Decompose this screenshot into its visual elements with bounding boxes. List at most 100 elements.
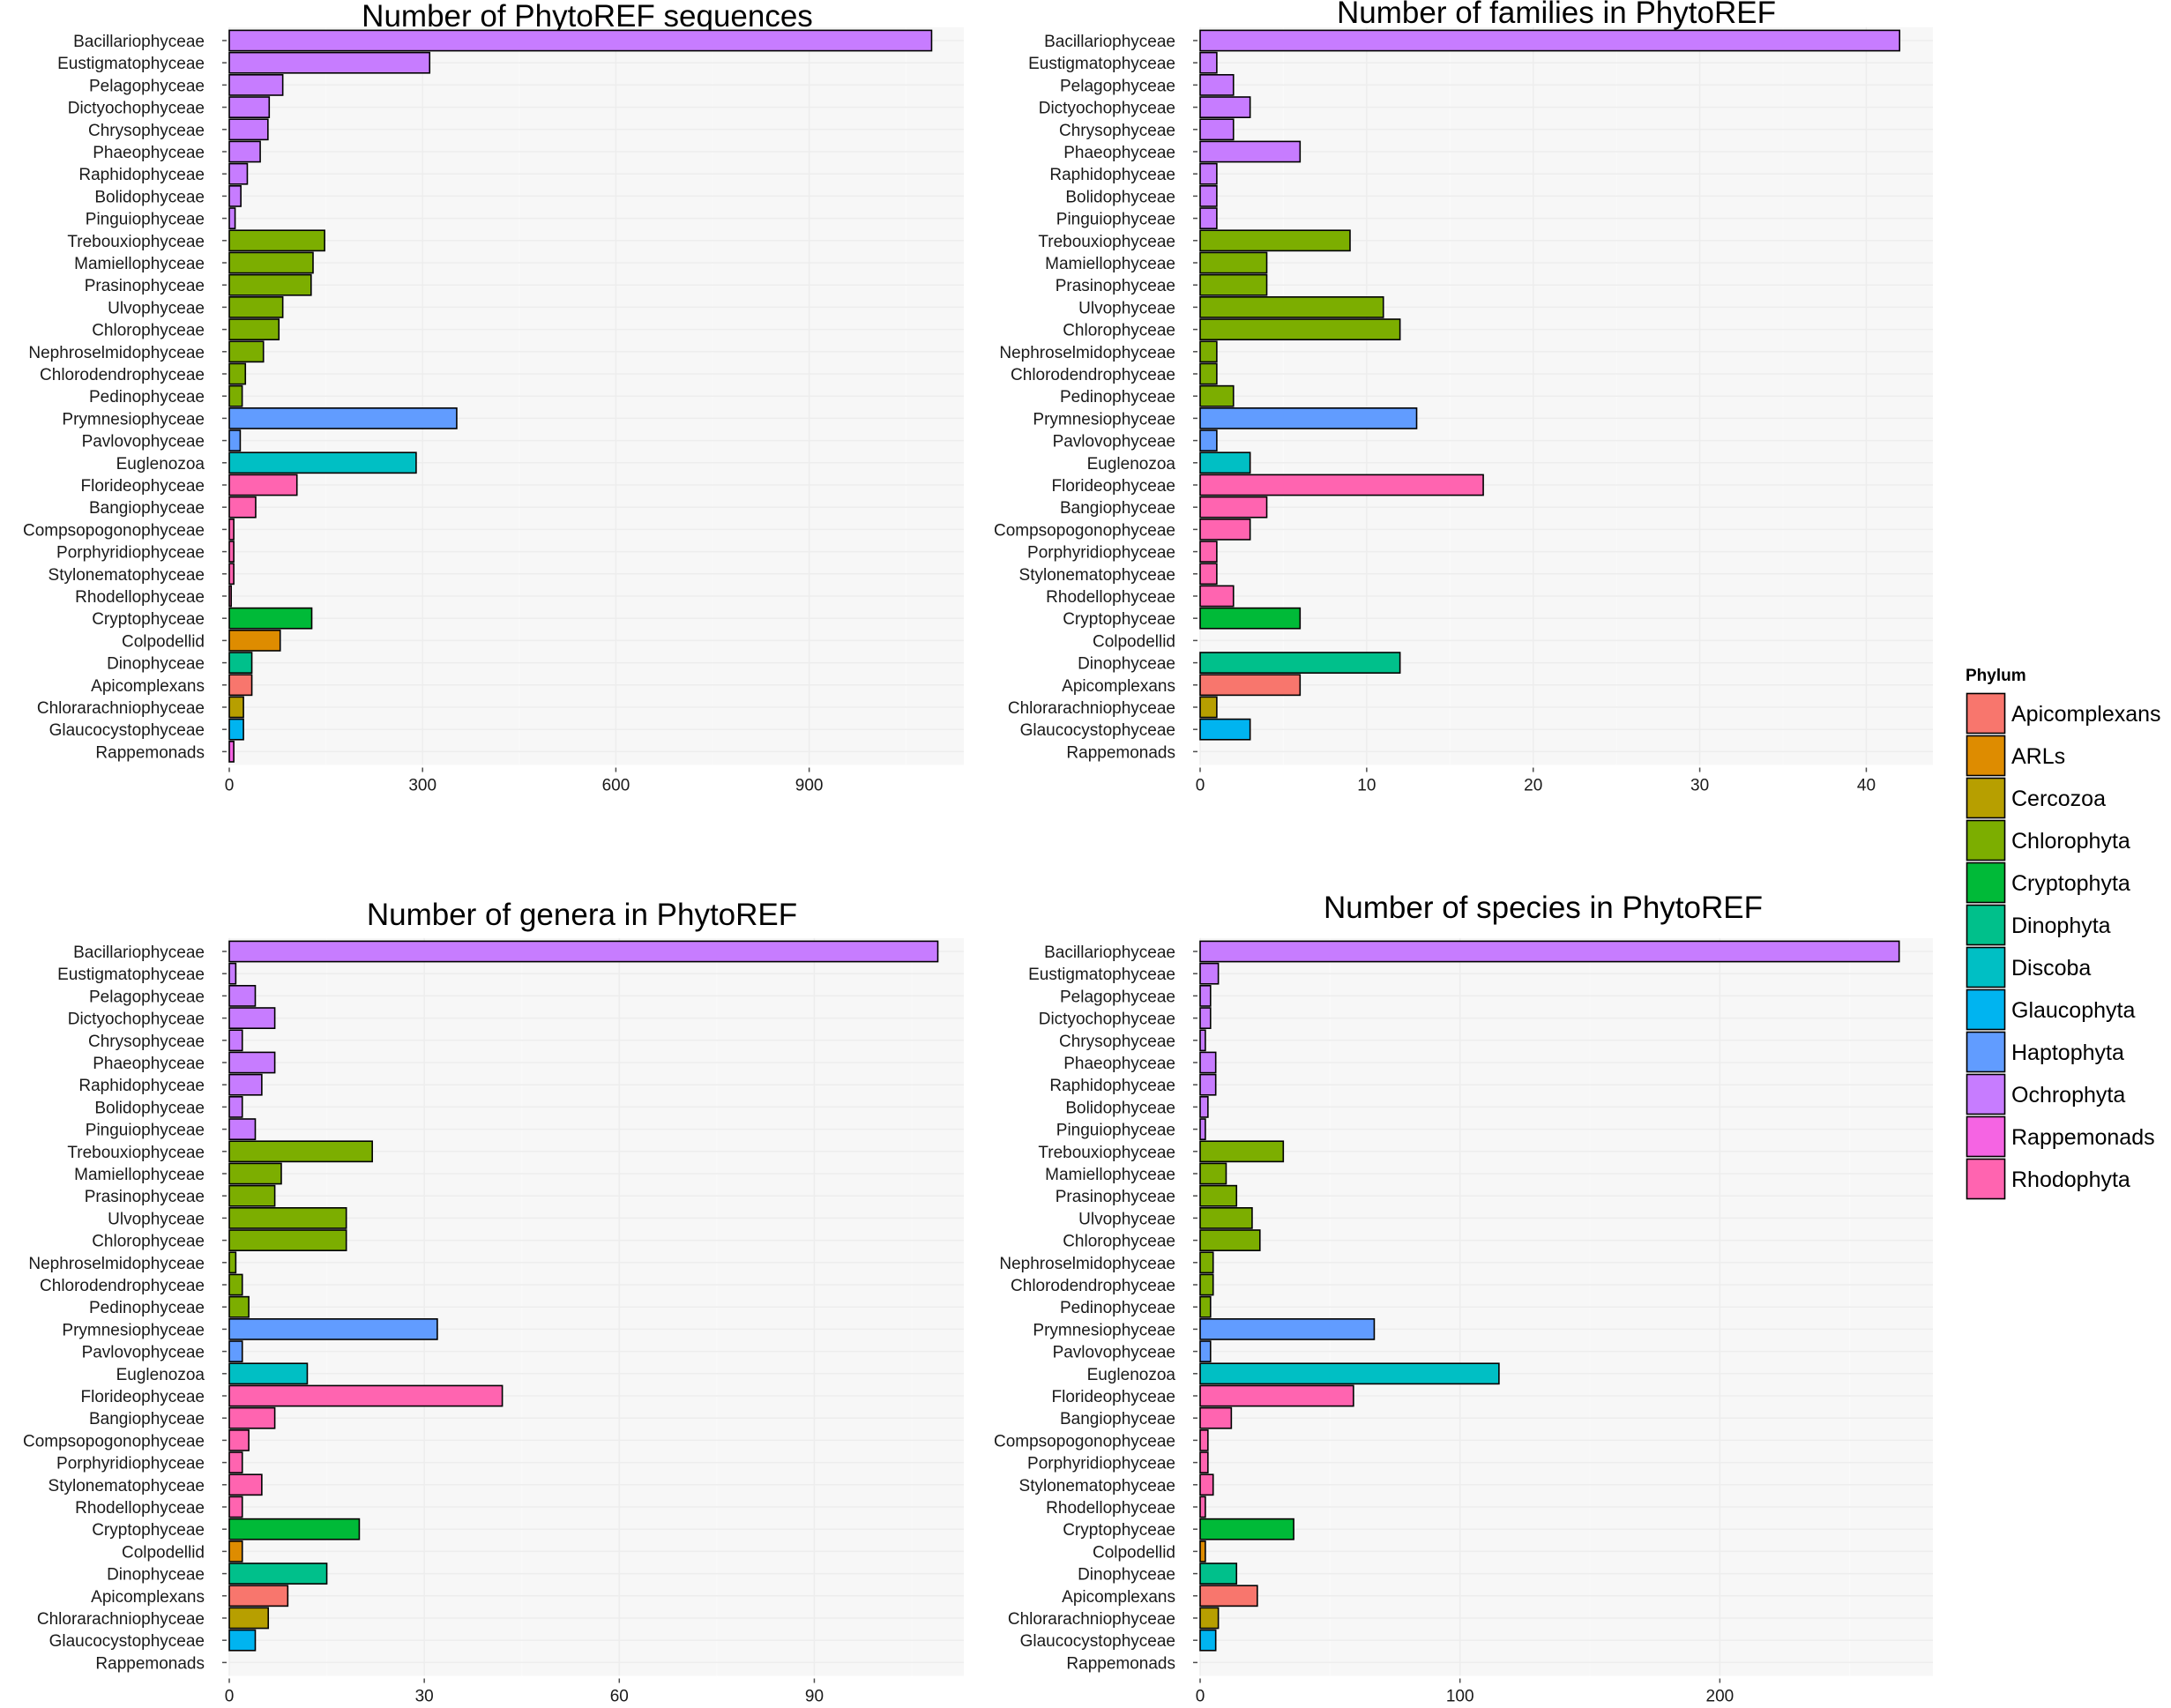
- bar: [1199, 1118, 1206, 1140]
- bar: [228, 1384, 504, 1407]
- bar: [228, 940, 939, 963]
- category-label: Pedinophyceae: [89, 1299, 205, 1317]
- category-label: Bacillariophyceae: [1044, 33, 1175, 51]
- bar: [1199, 1007, 1212, 1029]
- x-tick-label: 30: [415, 1688, 434, 1706]
- x-tick-label: 90: [805, 1688, 824, 1706]
- bar: [1199, 718, 1251, 741]
- category-label: Chlorodendrophyceae: [40, 366, 205, 384]
- bar: [228, 962, 237, 985]
- category-label: Glaucocystophyceae: [49, 721, 205, 740]
- bar: [1199, 607, 1302, 630]
- bar: [228, 185, 242, 207]
- category-label: Nephroselmidophyceae: [28, 344, 205, 362]
- bar: [228, 118, 269, 141]
- category-label: Chrysophyceae: [1059, 122, 1175, 140]
- category-label: Mamiellophyceae: [74, 255, 205, 273]
- bar: [228, 1629, 257, 1652]
- category-label: Prasinophyceae: [1056, 277, 1175, 295]
- category-label: Dinophyceae: [1078, 1566, 1175, 1585]
- x-tick-label: 100: [1446, 1688, 1474, 1706]
- bar: [1199, 251, 1268, 274]
- bar: [1199, 1184, 1238, 1207]
- category-label: Chlorarachniophyceae: [37, 1610, 205, 1629]
- category-label: Prymnesiophyceae: [1033, 410, 1175, 429]
- bar: [1199, 1029, 1206, 1052]
- category-label: Porphyridiophyceae: [56, 1455, 205, 1473]
- bar: [1199, 1495, 1206, 1518]
- bar: [1199, 1051, 1217, 1074]
- legend-label: Rappemonads: [2011, 1125, 2155, 1150]
- legend-label: Dinophyta: [2011, 914, 2111, 938]
- category-label: Glaucocystophyceae: [1020, 1632, 1175, 1651]
- bar: [1199, 1229, 1261, 1251]
- category-label: Chlorophyceae: [1063, 322, 1175, 340]
- category-label: Pavlovophyceae: [82, 433, 205, 451]
- x-tick-label: 0: [225, 1688, 235, 1706]
- category-label: Chrysophyceae: [88, 1033, 205, 1051]
- bar: [1199, 1540, 1206, 1563]
- category-label: Trebouxiophyceae: [67, 233, 205, 251]
- bar: [228, 451, 417, 474]
- bar: [1199, 940, 1900, 963]
- category-label: Stylonematophyceae: [1019, 1477, 1175, 1495]
- bar: [1199, 1251, 1214, 1274]
- legend-item: Glaucophyta: [1965, 988, 2135, 1032]
- category-label: Rappemonads: [1066, 743, 1175, 762]
- category-label: Euglenozoa: [116, 1366, 205, 1384]
- bar: [228, 1362, 309, 1385]
- category-label: Ulvophyceae: [108, 299, 205, 317]
- bar: [228, 630, 281, 652]
- category-label: Raphidophyceae: [1049, 1077, 1175, 1095]
- bar: [228, 652, 253, 674]
- category-label: Pinguiophyceae: [1056, 211, 1175, 229]
- bar: [1199, 541, 1218, 563]
- chart-title: Number of species in PhytoREF: [1324, 891, 1763, 925]
- legend-swatch: [1966, 1031, 2006, 1073]
- category-label: Glaucocystophyceae: [1020, 721, 1175, 740]
- bar: [228, 496, 257, 518]
- bar: [1199, 1563, 1238, 1585]
- category-label: Bolidophyceae: [94, 1099, 205, 1117]
- category-label: Pelagophyceae: [1060, 77, 1175, 95]
- category-label: Florideophyceae: [1052, 477, 1175, 496]
- x-tick-label: 20: [1524, 777, 1542, 795]
- bar: [228, 429, 242, 451]
- bar: [1199, 1585, 1258, 1607]
- category-label: Raphidophyceae: [78, 166, 205, 184]
- bar: [228, 1096, 243, 1118]
- category-label: Raphidophyceae: [78, 1077, 205, 1095]
- category-label: Pinguiophyceae: [86, 211, 205, 229]
- category-label: Prymnesiophyceae: [62, 410, 205, 429]
- bar: [228, 1184, 276, 1207]
- category-label: Phaeophyceae: [93, 1055, 205, 1073]
- chart-title: Number of genera in PhytoREF: [367, 898, 797, 932]
- category-label: Rhodellophyceae: [75, 588, 205, 607]
- legend-item: Ochrophyta: [1965, 1072, 2125, 1116]
- category-label: Chrysophyceae: [1059, 1033, 1175, 1051]
- category-label: Porphyridiophyceae: [1027, 544, 1175, 563]
- category-label: Florideophyceae: [1052, 1388, 1175, 1406]
- category-label: Chlorophyceae: [92, 1233, 205, 1251]
- category-label: Chlorarachniophyceae: [1008, 699, 1175, 718]
- category-label: Bolidophyceae: [94, 188, 205, 206]
- category-label: Ulvophyceae: [1078, 1210, 1175, 1228]
- bar: [1199, 1073, 1217, 1096]
- legend-item: Haptophyta: [1965, 1030, 2124, 1074]
- bar: [1199, 273, 1268, 296]
- category-label: Euglenozoa: [1087, 1366, 1176, 1384]
- bar: [228, 585, 232, 608]
- x-tick-label: 10: [1357, 777, 1376, 795]
- bar: [1199, 207, 1218, 229]
- category-label: Pelagophyceae: [89, 988, 205, 1006]
- category-label: Eustigmatophyceae: [57, 966, 205, 984]
- category-label: Colpodellid: [1093, 1543, 1175, 1562]
- chart-panel: Number of PhytoREF sequences Bacillarioph…: [23, 0, 964, 795]
- bar: [228, 474, 298, 496]
- bar: [228, 1518, 361, 1540]
- category-label: Compsopogonophyceae: [23, 521, 205, 540]
- category-label: Euglenozoa: [1087, 455, 1176, 474]
- bar: [1199, 585, 1235, 608]
- chart-panel: Number of families in PhytoREF Bacillario…: [994, 0, 1933, 795]
